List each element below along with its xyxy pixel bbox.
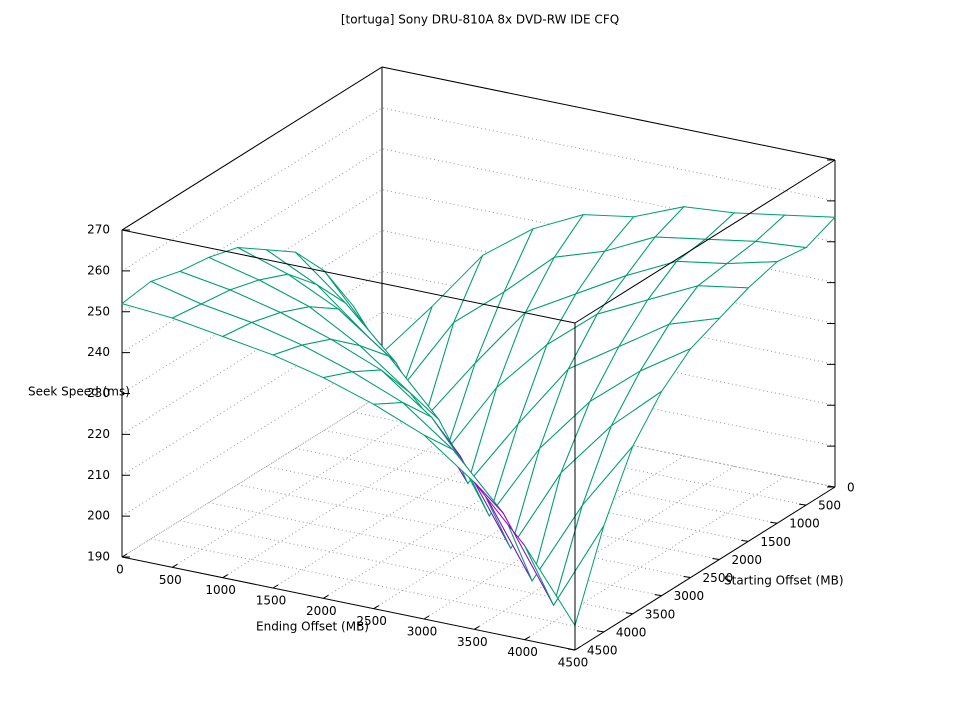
y-tick [596,630,604,633]
x-tick [474,625,480,630]
y-tick [741,539,749,542]
x-tick [172,563,178,568]
z-axis-label: Seek Speed (ms) [28,385,130,399]
x-tick-label: 4500 [558,656,589,670]
chart-title: [tortuga] Sony DRU-810A 8x DVD-RW IDE CF… [341,13,619,27]
y-tick [567,648,576,651]
x-tick-label: 1000 [205,583,236,597]
box-edge [121,229,576,324]
z-tick-label: 210 [87,468,110,482]
z-tick-label: 190 [87,550,110,564]
x-tick [574,646,581,651]
x-tick [323,594,329,599]
z-tick-label: 270 [87,223,110,237]
y-tick-label: 500 [818,499,841,513]
y-tick-label: 2000 [731,553,762,567]
x-tick-label: 0 [116,563,124,577]
y-tick-label: 4000 [616,625,647,639]
z-tick-label: 260 [87,263,110,277]
grid-line [172,403,433,568]
x-tick [423,615,430,620]
box-edge [121,66,383,231]
x-tick-label: 3500 [457,635,488,649]
x-tick-label: 3000 [407,625,438,639]
x-tick [121,553,128,558]
y-axis-label: Starting Offset (MB) [724,574,844,588]
y-tick-label: 3000 [674,589,705,603]
y-tick [625,612,633,615]
box-edge [574,159,836,324]
y-tick [799,503,807,506]
z-tick-label: 200 [87,509,110,523]
x-tick [272,584,279,589]
grid-line [121,66,836,231]
x-axis-label: Ending Offset (MB) [256,620,369,634]
z-tick-label: 230 [87,386,110,400]
z-tick-label: 240 [87,345,110,359]
y-tick-label: 4500 [587,644,618,658]
y-tick [770,521,778,524]
y-tick [827,485,836,488]
x-tick [222,574,228,579]
x-tick-label: 500 [159,573,182,587]
x-tick [524,636,530,641]
x-tick-label: 2000 [306,604,337,618]
y-tick [654,594,662,597]
box-edge [381,66,836,161]
x-tick [373,605,379,610]
x-tick-label: 1500 [256,594,287,608]
y-tick-label: 1500 [760,535,791,549]
x-tick-label: 4000 [507,645,538,659]
box-edge [574,486,836,651]
y-tick [683,576,691,579]
y-tick-label: 1000 [789,517,820,531]
grid-line [237,484,691,579]
y-tick-label: 0 [847,481,855,495]
z-tick-label: 220 [87,427,110,441]
box-edge [121,556,576,651]
y-tick [712,557,720,560]
y-tick-label: 3500 [645,607,676,621]
y-tick-label: 2500 [703,571,734,585]
z-tick-label: 250 [87,304,110,318]
x-tick-label: 2500 [356,614,387,628]
